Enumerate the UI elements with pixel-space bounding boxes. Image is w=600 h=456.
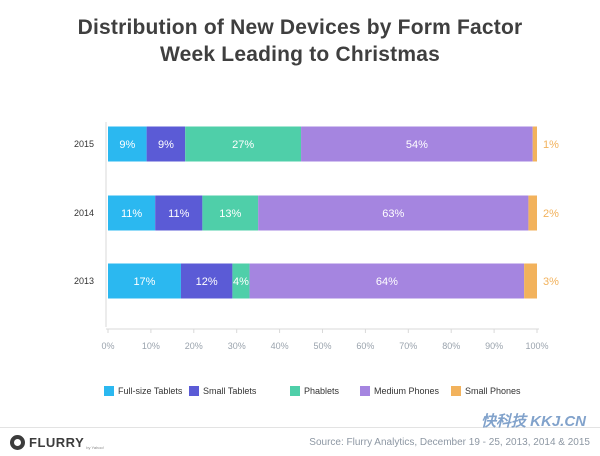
- legend-label: Phablets: [304, 386, 340, 396]
- footer-divider: [0, 427, 600, 428]
- data-label: 3%: [543, 276, 559, 288]
- legend-label: Full-size Tablets: [118, 386, 183, 396]
- x-tick-label: 80%: [442, 341, 460, 351]
- bar-segment: [232, 263, 250, 299]
- y-category-label: 2015: [74, 139, 94, 149]
- chart-title: Distribution of New Devices by Form Fact…: [77, 16, 523, 39]
- x-tick-label: 0%: [101, 341, 114, 351]
- bar-segment: [524, 263, 537, 299]
- flurry-logo-subtext: by Yahoo!: [86, 444, 104, 450]
- bar-segment: [155, 195, 203, 231]
- data-label: 11%: [121, 208, 142, 220]
- bar-segment: [108, 195, 156, 231]
- data-label: 27%: [232, 139, 254, 151]
- bar-segment: [108, 126, 147, 162]
- data-label: 9%: [119, 139, 135, 151]
- bar-segment: [301, 126, 533, 162]
- legend-swatch: [189, 386, 199, 396]
- bar-segment: [532, 126, 537, 162]
- bar-segment: [258, 195, 529, 231]
- flurry-logo: FLURRY by Yahoo!: [10, 433, 104, 451]
- y-category-label: 2014: [74, 208, 94, 218]
- data-label: 4%: [233, 276, 249, 288]
- watermark: 快科技 KKJ.CN: [480, 413, 586, 430]
- x-tick-label: 60%: [356, 341, 374, 351]
- y-category-label: 2013: [74, 276, 94, 286]
- legend-label: Medium Phones: [374, 386, 440, 396]
- x-tick-label: 70%: [399, 341, 417, 351]
- legend-label: Small Phones: [465, 386, 521, 396]
- data-label: 1%: [543, 139, 559, 151]
- data-label: 63%: [382, 208, 404, 220]
- source-note: Source: Flurry Analytics, December 19 - …: [309, 437, 590, 448]
- data-label: 54%: [406, 139, 428, 151]
- legend-swatch: [451, 386, 461, 396]
- x-tick-label: 10%: [142, 341, 160, 351]
- data-label: 11%: [168, 208, 189, 220]
- bar-segment: [528, 195, 537, 231]
- legend-swatch: [104, 386, 114, 396]
- legend-label: Small Tablets: [203, 386, 257, 396]
- x-tick-label: 50%: [313, 341, 331, 351]
- x-tick-label: 30%: [228, 341, 246, 351]
- data-label: 9%: [158, 139, 174, 151]
- x-tick-label: 20%: [185, 341, 203, 351]
- x-tick-label: 90%: [485, 341, 503, 351]
- bar-segment: [185, 126, 302, 162]
- data-label: 17%: [133, 276, 155, 288]
- data-label: 13%: [219, 208, 241, 220]
- chart-subtitle: Week Leading to Christmas: [159, 43, 440, 66]
- bar-segment: [146, 126, 186, 162]
- bar-segment: [202, 195, 259, 231]
- flurry-logo-text: FLURRY: [29, 434, 85, 450]
- x-tick-label: 100%: [525, 341, 548, 351]
- data-label: 12%: [196, 276, 218, 288]
- bar-segment: [108, 263, 181, 299]
- legend-swatch: [290, 386, 300, 396]
- data-label: 64%: [376, 276, 398, 288]
- chart-title-block: Distribution of New Devices by Form Fact…: [0, 14, 600, 68]
- flurry-logo-icon: [10, 434, 25, 450]
- bar-segment: [180, 263, 233, 299]
- x-tick-label: 40%: [271, 341, 289, 351]
- legend-swatch: [360, 386, 370, 396]
- data-label: 2%: [543, 208, 559, 220]
- bar-segment: [249, 263, 525, 299]
